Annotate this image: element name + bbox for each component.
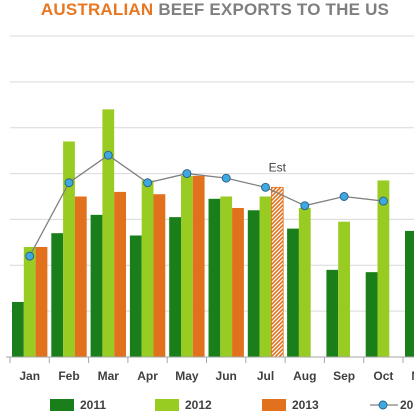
- x-tick-label-feb: Feb: [58, 369, 79, 383]
- legend: 2011 2012 2013 20: [50, 398, 414, 412]
- line-point: [261, 182, 270, 192]
- legend-swatch-2012: [155, 399, 179, 411]
- bar-2013-jul: [270, 186, 284, 358]
- estimate-label: Est: [269, 160, 287, 174]
- legend-swatch-2011: [50, 399, 74, 411]
- bar-2011-may: [169, 217, 181, 357]
- bar-2013-feb: [74, 196, 87, 357]
- bar-2011-apr: [129, 235, 142, 357]
- line-point: [182, 169, 192, 179]
- bar-2011-sep: [326, 269, 339, 357]
- x-tick-label-mar: Mar: [98, 369, 120, 383]
- bar-2013-mar: [114, 191, 126, 357]
- x-tick-label-jun: Jun: [216, 369, 237, 383]
- x-tick-label-sep: Sep: [333, 369, 355, 383]
- title-rest: BEEF EXPORTS TO THE US: [158, 0, 390, 19]
- bar-2012-apr: [141, 180, 154, 357]
- bar-2011-nov: [405, 230, 414, 357]
- bar-2011-aug: [287, 228, 299, 357]
- x-tick-label-aug: Aug: [293, 369, 316, 383]
- bar-2013-may: [192, 175, 205, 357]
- line-point: [378, 196, 388, 206]
- chart-title: AUSTRALIAN BEEF EXPORTS TO THE US: [0, 0, 414, 20]
- bar-2012-may: [181, 175, 193, 357]
- line-point: [221, 173, 231, 183]
- line-series-20: [29, 154, 384, 257]
- x-axis: Jan Feb Mar Apr May Jun Jul Aug Sep Oct Nov: [6, 356, 414, 383]
- legend-line-marker: [378, 400, 388, 410]
- line-point: [64, 178, 74, 188]
- legend-label-line: 20: [400, 398, 414, 412]
- bar-2011-oct: [365, 272, 378, 357]
- bar-2012-jan: [23, 246, 36, 357]
- x-tick-label-nov: Nov: [411, 369, 414, 383]
- line-point: [300, 201, 310, 211]
- title-accent: AUSTRALIAN: [40, 0, 154, 19]
- legend-label-2013: 2013: [292, 398, 319, 412]
- x-tick-label-apr: Apr: [137, 369, 158, 383]
- bar-2012-aug: [298, 207, 311, 357]
- bars: [12, 109, 414, 358]
- line-point: [25, 251, 35, 261]
- line-point: [103, 150, 113, 160]
- bar-2011-jul: [247, 210, 260, 357]
- bar-2012-jul: [259, 196, 272, 357]
- bar-2012-mar: [102, 109, 115, 357]
- bar-2012-oct: [377, 180, 390, 357]
- bar-2013-jan: [35, 246, 48, 357]
- line-point: [339, 192, 349, 201]
- bar-2012-jun: [220, 196, 233, 357]
- bar-2011-jun: [208, 198, 221, 357]
- x-tick-label-jul: Jul: [257, 369, 274, 383]
- trend-line: Est: [25, 150, 388, 261]
- bar-2011-jan: [12, 301, 24, 357]
- bar-2011-feb: [51, 233, 64, 357]
- legend-swatch-2013: [262, 399, 286, 411]
- legend-label-2012: 2012: [185, 398, 212, 412]
- bar-2012-feb: [63, 141, 75, 357]
- line-point: [143, 178, 153, 188]
- bar-2011-mar: [90, 214, 103, 357]
- x-tick-label-jan: Jan: [19, 369, 40, 383]
- x-tick-label-oct: Oct: [373, 369, 393, 383]
- bar-2012-sep: [338, 221, 350, 357]
- x-tick-label-may: May: [175, 369, 199, 383]
- bar-2013-jun: [232, 207, 244, 357]
- legend-label-2011: 2011: [80, 398, 106, 412]
- bar-2013-apr: [153, 194, 166, 357]
